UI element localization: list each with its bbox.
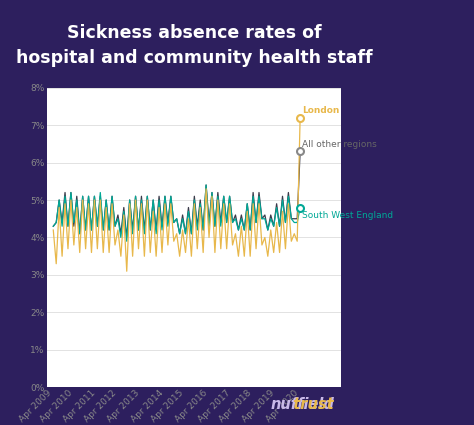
Text: London: London <box>302 105 340 115</box>
Text: nuffield: nuffield <box>270 397 334 411</box>
Text: All other regions: All other regions <box>302 140 377 150</box>
Text: trust: trust <box>242 397 334 411</box>
Text: Sickness absence rates of
hospital and community health staff: Sickness absence rates of hospital and c… <box>16 24 373 68</box>
Text: South West England: South West England <box>302 211 393 220</box>
